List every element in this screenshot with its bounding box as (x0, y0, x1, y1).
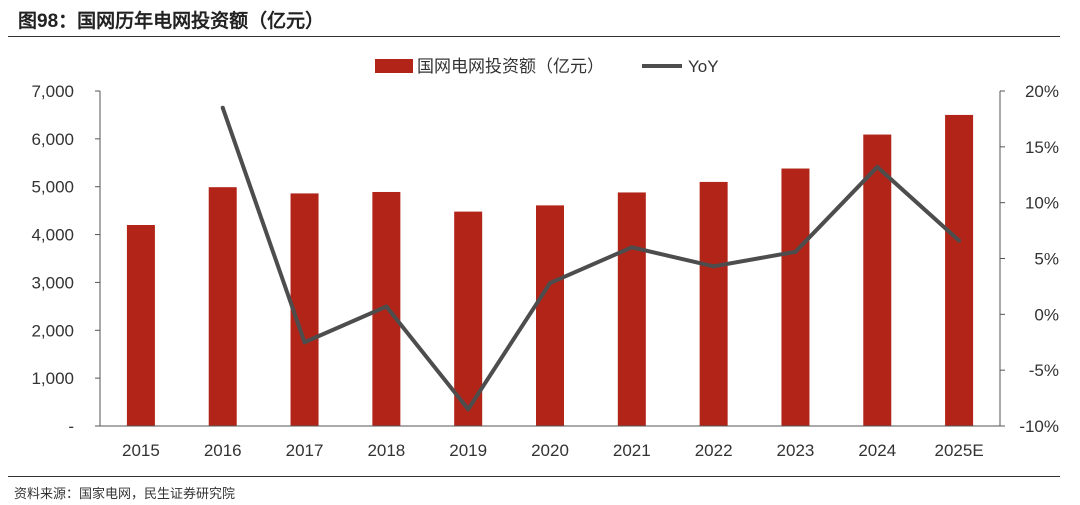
left-tick-label: - (68, 417, 74, 436)
yoy-point-2017 (302, 340, 307, 345)
bar-2019 (454, 211, 483, 426)
yoy-point-2018 (384, 304, 389, 309)
bar-2022 (699, 181, 728, 426)
bar-2021 (617, 192, 646, 426)
bar-2020 (536, 205, 564, 426)
legend-swatch-bar (375, 59, 413, 73)
right-tick-label: 5% (1034, 250, 1059, 269)
x-tick-label: 2016 (204, 441, 242, 460)
x-tick-label: 2025E (935, 441, 984, 460)
x-tick-label: 2022 (695, 441, 733, 460)
yoy-point-2023 (793, 249, 798, 254)
x-tick-label: 2015 (122, 441, 160, 460)
bar-series (126, 114, 974, 427)
legend-label-bar: 国网电网投资额（亿元） (417, 57, 604, 76)
yoy-point-2019 (466, 407, 471, 412)
left-tick-label: 7,000 (31, 82, 74, 101)
left-tick-label: 5,000 (31, 178, 74, 197)
bar-2023 (781, 168, 810, 426)
source-divider (8, 476, 1060, 477)
yoy-point-2024 (875, 164, 880, 169)
right-axis-ticks: -10% -5% 0% 5% 10% 15% 20% (1000, 82, 1059, 436)
x-tick-label: 2024 (858, 441, 896, 460)
legend: 国网电网投资额（亿元） YoY (375, 57, 719, 76)
yoy-line (220, 107, 961, 412)
axes (99, 91, 1001, 427)
line-series (220, 105, 962, 412)
left-tick-label: 3,000 (31, 273, 74, 292)
legend-label-line: YoY (688, 57, 719, 76)
yoy-point-2022 (711, 264, 716, 269)
right-tick-label: 15% (1025, 138, 1059, 157)
title-divider (8, 36, 1060, 37)
left-tick-label: 4,000 (31, 226, 74, 245)
bar-line-chart: 国网电网投资额（亿元） YoY - 1,000 2,000 3,000 4,000 5,0… (31, 57, 1059, 460)
yoy-point-2025E (957, 238, 962, 243)
yoy-point-2016 (220, 105, 225, 110)
right-tick-label: 0% (1034, 305, 1059, 324)
left-tick-label: 6,000 (31, 130, 74, 149)
left-tick-label: 2,000 (31, 321, 74, 340)
left-axis-ticks: - 1,000 2,000 3,000 4,000 5,000 6,000 7,000 (31, 82, 100, 436)
source-note: 资料来源：国家电网，民生证券研究院 (14, 486, 236, 501)
right-tick-label: 10% (1025, 194, 1059, 213)
x-tick-label: 2018 (367, 441, 405, 460)
yoy-point-2021 (629, 245, 634, 250)
right-tick-label: -10% (1019, 417, 1059, 436)
x-tick-label: 2017 (286, 441, 324, 460)
bar-2025E (945, 114, 974, 426)
x-tick-label: 2021 (613, 441, 651, 460)
right-tick-label: 20% (1025, 82, 1059, 101)
x-tick-label: 2023 (777, 441, 815, 460)
x-tick-label: 2020 (531, 441, 569, 460)
bar-2024 (863, 134, 892, 427)
yoy-point-2020 (548, 281, 552, 286)
x-tick-label: 2019 (449, 441, 487, 460)
bar-2015 (126, 225, 155, 426)
bar-2016 (208, 187, 237, 426)
figure-title: 图98：国网历年电网投资额（亿元） (18, 11, 325, 32)
left-tick-label: 1,000 (31, 369, 74, 388)
right-tick-label: -5% (1029, 361, 1059, 380)
x-axis-labels: 2015 2016 2017 2018 2019 2020 2021 2022 2023 2024… (122, 441, 984, 460)
